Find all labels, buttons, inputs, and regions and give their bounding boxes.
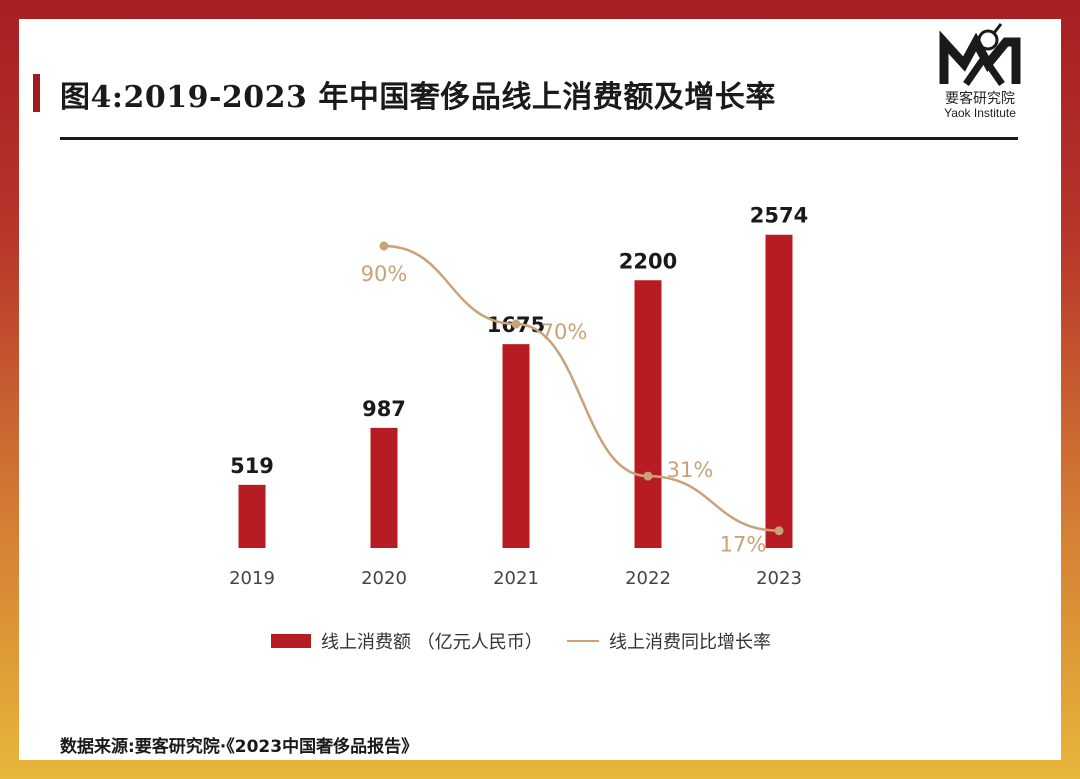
bar-2020 [370, 427, 398, 548]
bar-value-label-2019: 519 [230, 454, 274, 478]
title-accent-bar [33, 74, 40, 112]
growth-point-2020 [379, 241, 389, 251]
legend-bar-label: 线上消费额 （亿元人民币） [321, 632, 543, 653]
growth-point-2022 [643, 471, 653, 481]
bar-2022 [634, 280, 662, 548]
chart-card [19, 19, 1061, 760]
bar-2019 [238, 484, 266, 548]
legend-item-bar: 线上消费额 （亿元人民币） [271, 628, 543, 654]
growth-label-2023: 17% [720, 533, 767, 557]
x-tick-label-2021: 2021 [493, 568, 539, 589]
legend: 线上消费额 （亿元人民币） 线上消费同比增长率 [0, 628, 1080, 658]
legend-line-label: 线上消费同比增长率 [609, 632, 771, 653]
logo-name-cn: 要客研究院 [945, 91, 1015, 107]
x-tick-label-2023: 2023 [756, 568, 802, 589]
yaok-logo-icon [939, 23, 1021, 86]
bar-value-label-2022: 2200 [619, 249, 677, 273]
bar-value-label-2023: 2574 [750, 204, 808, 228]
growth-rate-line [383, 244, 780, 532]
title-divider [60, 137, 1018, 140]
chart-title: 图4:2019-2023 年中国奢侈品线上消费额及增长率 [60, 80, 776, 115]
growth-label-2021: 70% [541, 320, 588, 344]
data-source-note: 数据来源:要客研究院·《2023中国奢侈品报告》 [60, 737, 419, 757]
bar-2023 [765, 234, 793, 548]
growth-label-2022: 31% [667, 458, 714, 482]
logo-name-en: Yaok Institute [944, 106, 1016, 120]
bar-2021 [502, 344, 530, 548]
growth-point-2023 [774, 526, 784, 536]
bar-value-label-2020: 987 [362, 397, 406, 421]
growth-point-2021 [511, 319, 521, 329]
legend-bar-swatch [271, 634, 311, 648]
legend-item-line: 线上消费同比增长率 [567, 628, 771, 654]
x-tick-label-2020: 2020 [361, 568, 407, 589]
x-tick-label-2022: 2022 [625, 568, 671, 589]
growth-label-2020: 90% [361, 262, 408, 286]
legend-line-swatch [567, 640, 599, 642]
x-tick-label-2019: 2019 [229, 568, 275, 589]
